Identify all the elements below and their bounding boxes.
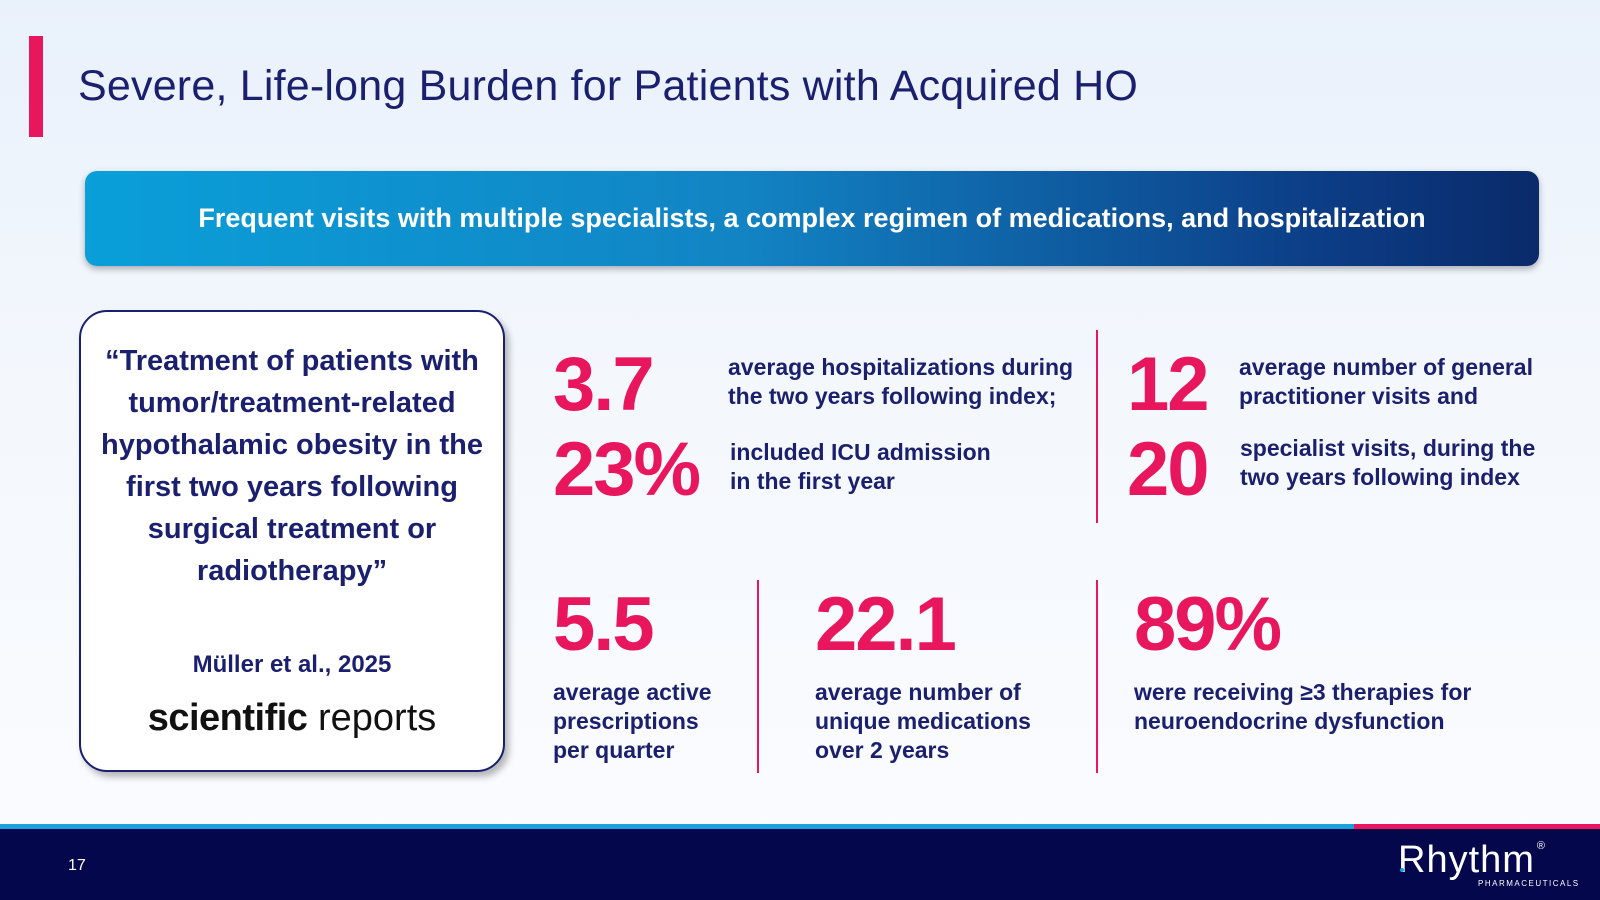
stat-gp-visits-value: 12 xyxy=(1127,342,1210,427)
stat-gp-visits-desc: average number of general practitioner v… xyxy=(1239,353,1533,411)
desc-line: in the first year xyxy=(730,468,895,494)
logo-dot-icon xyxy=(1400,868,1404,872)
desc-line: neuroendocrine dysfunction xyxy=(1134,708,1445,734)
title-accent-bar xyxy=(29,36,43,137)
stat-hospitalizations-desc: average hospitalizations during the two … xyxy=(728,353,1073,411)
stat-icu-desc: included ICU admission in the first year xyxy=(730,438,991,496)
desc-line: average active xyxy=(553,679,712,705)
company-logo: Rhythm ® PHARMACEUTICALS xyxy=(1398,839,1580,889)
journal-logo: scientific reports xyxy=(81,697,503,740)
journal-name-light: reports xyxy=(318,697,437,739)
desc-line: average number of xyxy=(815,679,1021,705)
stat-specialist-visits-value: 20 xyxy=(1127,427,1210,512)
desc-line: over 2 years xyxy=(815,737,950,763)
stat-specialist-visits-desc: specialist visits, during the two years … xyxy=(1240,434,1535,492)
quote-citation: Müller et al., 2025 xyxy=(192,651,392,678)
stat-prescriptions-desc: average active prescriptions per quarter xyxy=(553,678,712,765)
logo-wordmark: Rhythm xyxy=(1398,839,1535,881)
footer-stripe-pink xyxy=(1354,824,1600,830)
footer-stripe-blue xyxy=(0,824,1354,830)
slide-title: Severe, Life-long Burden for Patients wi… xyxy=(78,62,1139,110)
logo-subtitle: PHARMACEUTICALS xyxy=(1478,879,1580,888)
desc-line: per quarter xyxy=(553,737,675,763)
desc-line: were receiving ≥3 therapies for xyxy=(1134,679,1472,705)
stat-prescriptions-value: 5.5 xyxy=(553,582,655,667)
page-number: 17 xyxy=(68,857,86,874)
stat-icu-value: 23% xyxy=(553,427,701,512)
desc-line: specialist visits, during the xyxy=(1240,435,1536,461)
desc-line: two years following index xyxy=(1240,464,1520,490)
desc-line: average number of general xyxy=(1239,354,1533,380)
desc-line: unique medications xyxy=(815,708,1031,734)
banner-text: Frequent visits with multiple specialist… xyxy=(198,203,1426,233)
desc-line: practitioner visits and xyxy=(1239,383,1479,409)
stat-therapies-desc: were receiving ≥3 therapies for neuroend… xyxy=(1134,678,1471,736)
stat-medications-value: 22.1 xyxy=(815,582,957,667)
stat-hospitalizations-value: 3.7 xyxy=(553,342,655,427)
footer-bar xyxy=(0,829,1600,900)
desc-line: average hospitalizations during xyxy=(728,354,1074,380)
logo-registered-mark: ® xyxy=(1536,840,1547,852)
journal-name-bold: scientific xyxy=(147,697,308,739)
quote-text: “Treatment of patients with tumor/treatm… xyxy=(101,345,483,587)
divider-bottom-right xyxy=(1096,580,1098,773)
stat-medications-desc: average number of unique medications ove… xyxy=(815,678,1031,765)
stat-therapies-value: 89% xyxy=(1134,582,1282,667)
divider-bottom-left xyxy=(757,580,759,773)
summary-banner: Frequent visits with multiple specialist… xyxy=(85,171,1539,266)
quote-card: “Treatment of patients with tumor/treatm… xyxy=(79,310,505,772)
desc-line: the two years following index; xyxy=(728,383,1057,409)
desc-line: prescriptions xyxy=(553,708,699,734)
desc-line: included ICU admission xyxy=(730,439,991,465)
divider-top xyxy=(1096,330,1098,523)
